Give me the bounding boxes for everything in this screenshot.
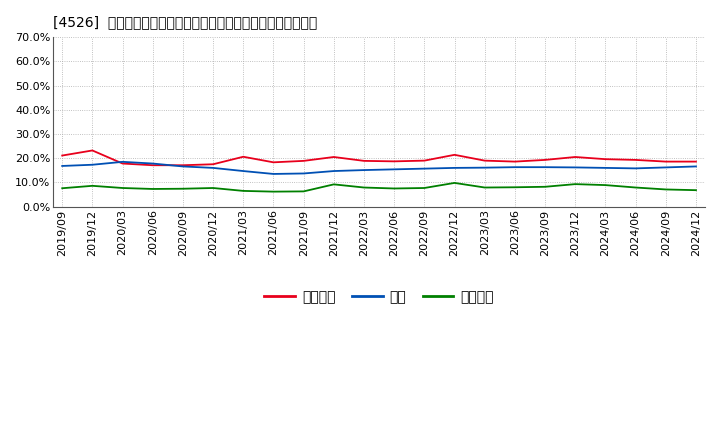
買入債務 [209,185,217,191]
在庫 [571,165,580,170]
売上債権 [541,157,549,162]
買入債務 [631,185,640,190]
在庫 [631,166,640,171]
売上債権 [450,152,459,158]
売上債権 [209,161,217,167]
在庫 [360,168,369,173]
在庫 [58,163,66,169]
買入債務 [601,183,610,188]
在庫 [510,165,519,170]
在庫 [390,167,398,172]
買入債務 [450,180,459,186]
在庫 [269,171,278,176]
売上債権 [88,148,96,153]
売上債権 [662,159,670,164]
Line: 売上債権: 売上債権 [62,150,696,165]
在庫 [88,162,96,167]
売上債権 [330,154,338,160]
在庫 [420,166,428,171]
在庫 [541,165,549,170]
買入債務 [179,186,187,191]
買入債務 [269,189,278,194]
売上債権 [239,154,248,159]
在庫 [450,165,459,171]
在庫 [662,165,670,170]
買入債務 [571,181,580,187]
売上債権 [601,157,610,162]
売上債権 [58,153,66,158]
買入債務 [239,188,248,194]
売上債権 [510,159,519,164]
売上債権 [420,158,428,163]
在庫 [330,169,338,174]
買入債務 [300,189,308,194]
買入債務 [390,186,398,191]
在庫 [118,159,127,165]
在庫 [480,165,489,170]
在庫 [179,164,187,169]
買入債務 [420,185,428,191]
買入債務 [58,186,66,191]
在庫 [692,164,701,169]
在庫 [239,169,248,174]
売上債権 [571,154,580,160]
売上債権 [360,158,369,164]
買入債務 [692,187,701,193]
買入債務 [148,186,157,191]
買入債務 [330,182,338,187]
買入債務 [510,185,519,190]
買入債務 [662,187,670,192]
売上債権 [390,159,398,164]
Legend: 売上債権, 在庫, 買入債務: 売上債権, 在庫, 買入債務 [258,285,500,310]
在庫 [148,161,157,166]
Line: 在庫: 在庫 [62,162,696,174]
在庫 [300,171,308,176]
Text: [4526]  売上債権、在庫、買入債務の総資産に対する比率の推移: [4526] 売上債権、在庫、買入債務の総資産に対する比率の推移 [53,15,318,29]
買入債務 [480,185,489,190]
売上債権 [480,158,489,163]
買入債務 [118,185,127,191]
売上債権 [269,160,278,165]
在庫 [209,165,217,171]
買入債務 [360,185,369,190]
売上債権 [692,159,701,164]
売上債権 [148,163,157,168]
売上債権 [118,161,127,166]
Line: 買入債務: 買入債務 [62,183,696,192]
売上債権 [179,163,187,168]
買入債務 [88,183,96,188]
買入債務 [541,184,549,190]
売上債権 [300,158,308,164]
在庫 [601,165,610,171]
売上債権 [631,157,640,162]
